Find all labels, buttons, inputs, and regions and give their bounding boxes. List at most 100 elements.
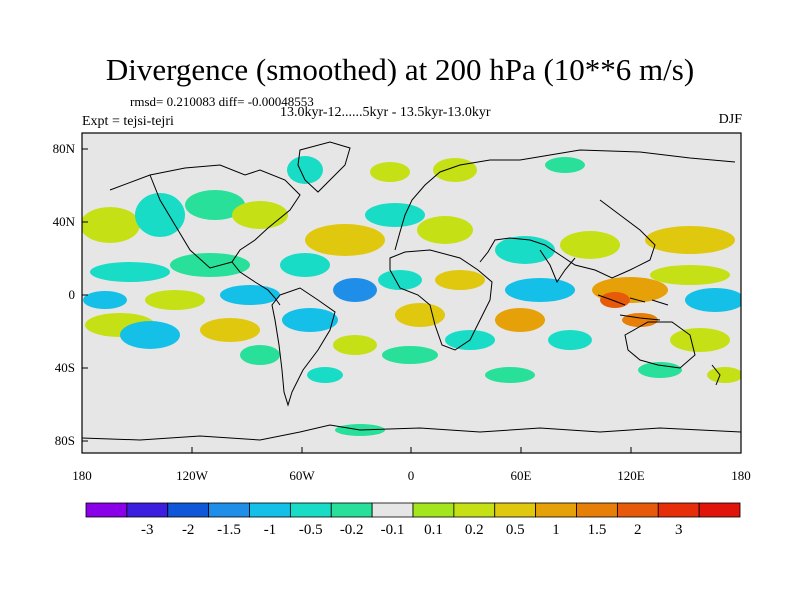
- tick-marks: [81, 148, 742, 453]
- field-patch: [685, 288, 741, 312]
- field-patch: [90, 262, 170, 282]
- lon-label-120w: 120W: [176, 468, 209, 483]
- colorbar-label: -0.5: [299, 522, 323, 538]
- coastline-south-america: [271, 287, 336, 407]
- lon-label-60w: 60W: [289, 468, 315, 483]
- colorbar-label: -2: [182, 522, 195, 538]
- colorbar-label: 0.5: [506, 522, 525, 538]
- field-patch: [378, 270, 422, 290]
- colorbar-swatch: [85, 502, 128, 518]
- lon-label-180w: 180: [72, 468, 92, 483]
- field-patch: [417, 216, 473, 244]
- lon-label-0: 0: [408, 468, 415, 483]
- field-patch: [370, 162, 410, 182]
- colorbar-label: 0.2: [465, 522, 484, 538]
- colorbar-label: 3: [675, 522, 683, 538]
- coastline-asia: [479, 149, 736, 279]
- field-patch: [170, 253, 250, 277]
- colorbar: -3 -2 -1.5 -1 -0.5 -0.2 -0.1 0.1 0.2 0.5 1 1.5 2 3: [85, 502, 741, 538]
- coastline-maritime-continent: [597, 294, 669, 321]
- colorbar-swatch: [657, 502, 700, 518]
- coastline-north-america-west: [149, 174, 233, 269]
- coastline-australia: [624, 321, 696, 369]
- field-patch: [495, 308, 545, 332]
- lon-label-60e: 60E: [511, 468, 532, 483]
- colorbar-label: -0.1: [381, 522, 405, 538]
- lat-label-80s: 80S: [55, 433, 75, 448]
- field-patch: [485, 367, 535, 383]
- coastline-greenland: [297, 141, 351, 193]
- field-patch: [200, 318, 260, 342]
- experiment-label: Expt = tejsi-tejri: [82, 114, 174, 129]
- field-patch: [707, 367, 741, 383]
- colorbar-label: -0.2: [340, 522, 364, 538]
- period-label: 13.0kyr-12......5kyr - 13.5kyr-13.0kyr: [280, 105, 491, 120]
- field-patch: [305, 224, 385, 256]
- field-patch: [395, 303, 445, 327]
- field-patch: [287, 156, 323, 184]
- colorbar-label: 1: [552, 522, 560, 538]
- lon-label-120e: 120E: [617, 468, 645, 483]
- coastline-india: [539, 249, 576, 284]
- coastlines: [82, 141, 741, 441]
- field-patch: [333, 278, 377, 302]
- colorbar-swatch: [249, 502, 291, 518]
- coastline-europe: [394, 159, 520, 251]
- field-patch: [83, 291, 127, 309]
- colorbar-swatch: [494, 502, 537, 518]
- coastline-antarctica: [82, 424, 741, 441]
- lat-label-80n: 80N: [53, 141, 76, 156]
- map-panel: [81, 132, 742, 454]
- stats-line: rmsd= 0.210083 diff= -0.00048553: [130, 94, 314, 109]
- colorbar-swatch: [208, 502, 250, 518]
- field-patch: [548, 330, 592, 350]
- field-patch: [280, 253, 330, 277]
- colorbar-swatch: [371, 502, 414, 518]
- colorbar-swatch: [535, 502, 577, 518]
- lat-label-40s: 40S: [55, 360, 75, 375]
- colorbar-swatch: [167, 502, 210, 518]
- colorbar-swatch: [330, 502, 373, 518]
- coastline-new-zealand: [711, 364, 721, 386]
- field-patch: [645, 226, 735, 254]
- field-patch: [333, 335, 377, 355]
- colorbar-label: 2: [634, 522, 642, 538]
- field-patch: [545, 157, 585, 173]
- field-patch: [382, 346, 438, 364]
- field-patch: [435, 270, 485, 290]
- lat-label-40n: 40N: [53, 214, 76, 229]
- divergence-field: [82, 156, 741, 436]
- field-patch: [638, 362, 682, 378]
- colorbar-swatch: [616, 502, 659, 518]
- colorbar-swatch: [453, 502, 496, 518]
- colorbar-label: -1.5: [217, 522, 241, 538]
- colorbar-swatch: [289, 502, 332, 518]
- colorbar-swatch: [412, 502, 455, 518]
- colorbar-label: -1: [264, 522, 277, 538]
- colorbar-label: 0.1: [424, 522, 443, 538]
- field-patch: [185, 190, 245, 220]
- lat-label-0: 0: [69, 287, 76, 302]
- field-patch: [600, 292, 630, 308]
- plot-title: Divergence (smoothed) at 200 hPa (10**6 …: [105, 52, 695, 87]
- field-patch: [433, 158, 477, 182]
- field-patch: [135, 193, 185, 237]
- field-patch: [505, 278, 575, 302]
- coastline-north-america: [109, 164, 301, 306]
- season-label: DJF: [718, 112, 742, 127]
- field-patch: [240, 345, 280, 365]
- field-patch: [220, 285, 280, 305]
- colorbar-swatch: [698, 502, 741, 518]
- field-patch: [282, 308, 338, 332]
- colorbar-swatch: [576, 502, 618, 518]
- field-patch: [307, 367, 343, 383]
- field-patch: [365, 203, 425, 227]
- coastline-africa: [389, 249, 493, 351]
- field-patch: [650, 265, 730, 285]
- field-patch: [670, 328, 730, 352]
- colorbar-label: 1.5: [588, 522, 607, 538]
- field-patch: [560, 231, 620, 259]
- field-patch: [120, 321, 180, 349]
- field-patch: [622, 313, 658, 327]
